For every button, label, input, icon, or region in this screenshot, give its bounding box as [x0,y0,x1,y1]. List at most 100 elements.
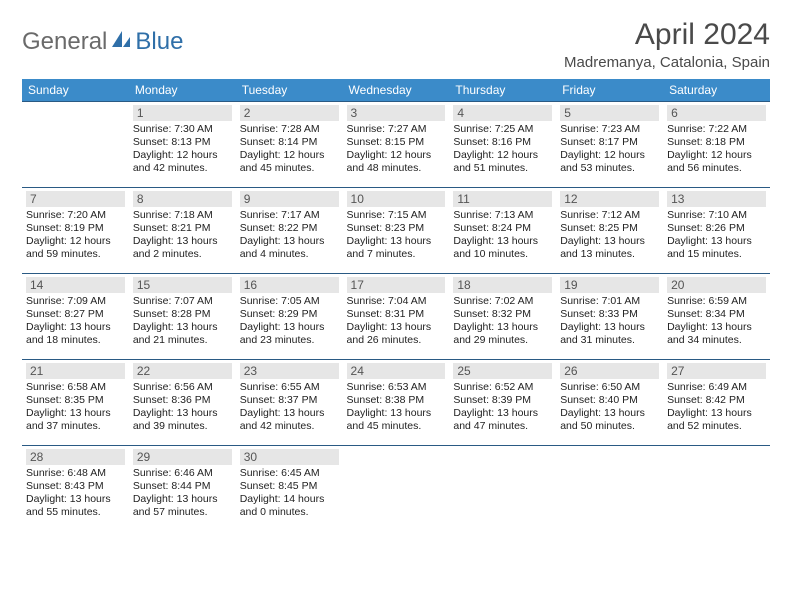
day-number: 11 [453,191,552,207]
sunset-text: Sunset: 8:21 PM [133,222,232,235]
calendar-day-cell [663,446,770,532]
day-info: Sunrise: 7:17 AMSunset: 8:22 PMDaylight:… [240,209,339,262]
daylight-text: Daylight: 13 hours and 55 minutes. [26,493,125,519]
sunrise-text: Sunrise: 6:45 AM [240,467,339,480]
day-number: 21 [26,363,125,379]
sunrise-text: Sunrise: 7:23 AM [560,123,659,136]
weekday-header: Friday [556,79,663,102]
calendar-day-cell: 26Sunrise: 6:50 AMSunset: 8:40 PMDayligh… [556,360,663,446]
sunrise-text: Sunrise: 7:07 AM [133,295,232,308]
calendar-day-cell: 27Sunrise: 6:49 AMSunset: 8:42 PMDayligh… [663,360,770,446]
day-info: Sunrise: 7:02 AMSunset: 8:32 PMDaylight:… [453,295,552,348]
day-info: Sunrise: 7:07 AMSunset: 8:28 PMDaylight:… [133,295,232,348]
day-info: Sunrise: 6:52 AMSunset: 8:39 PMDaylight:… [453,381,552,434]
day-number: 12 [560,191,659,207]
calendar-day-cell: 23Sunrise: 6:55 AMSunset: 8:37 PMDayligh… [236,360,343,446]
sunset-text: Sunset: 8:22 PM [240,222,339,235]
sunset-text: Sunset: 8:34 PM [667,308,766,321]
calendar-day-cell: 5 Sunrise: 7:23 AMSunset: 8:17 PMDaylight… [556,102,663,188]
sunset-text: Sunset: 8:13 PM [133,136,232,149]
sunrise-text: Sunrise: 7:02 AM [453,295,552,308]
daylight-text: Daylight: 13 hours and 15 minutes. [667,235,766,261]
day-number: 4 [453,105,552,121]
day-info: Sunrise: 7:18 AMSunset: 8:21 PMDaylight:… [133,209,232,262]
day-info: Sunrise: 7:27 AMSunset: 8:15 PMDaylight:… [347,123,446,176]
sunrise-text: Sunrise: 7:18 AM [133,209,232,222]
sunset-text: Sunset: 8:42 PM [667,394,766,407]
sunrise-text: Sunrise: 6:53 AM [347,381,446,394]
sunset-text: Sunset: 8:28 PM [133,308,232,321]
daylight-text: Daylight: 12 hours and 51 minutes. [453,149,552,175]
sunrise-text: Sunrise: 6:59 AM [667,295,766,308]
day-number: 26 [560,363,659,379]
sunrise-text: Sunrise: 7:28 AM [240,123,339,136]
sunrise-text: Sunrise: 6:46 AM [133,467,232,480]
sunset-text: Sunset: 8:15 PM [347,136,446,149]
calendar-day-cell: 28Sunrise: 6:48 AMSunset: 8:43 PMDayligh… [22,446,129,532]
sunrise-text: Sunrise: 7:22 AM [667,123,766,136]
sunset-text: Sunset: 8:29 PM [240,308,339,321]
sunset-text: Sunset: 8:17 PM [560,136,659,149]
calendar-day-cell: 15Sunrise: 7:07 AMSunset: 8:28 PMDayligh… [129,274,236,360]
daylight-text: Daylight: 13 hours and 31 minutes. [560,321,659,347]
calendar-day-cell: 21 Sunrise: 6:58 AMSunset: 8:35 PMDayligh… [22,360,129,446]
calendar-day-cell: 2Sunrise: 7:28 AMSunset: 8:14 PMDaylight… [236,102,343,188]
sunrise-text: Sunrise: 7:01 AM [560,295,659,308]
sunset-text: Sunset: 8:27 PM [26,308,125,321]
calendar-day-cell: 16Sunrise: 7:05 AMSunset: 8:29 PMDayligh… [236,274,343,360]
day-number: 10 [347,191,446,207]
daylight-text: Daylight: 13 hours and 23 minutes. [240,321,339,347]
day-number: 5 [560,105,659,121]
daylight-text: Daylight: 13 hours and 47 minutes. [453,407,552,433]
calendar-week-row: 28Sunrise: 6:48 AMSunset: 8:43 PMDayligh… [22,446,770,532]
day-info: Sunrise: 6:53 AMSunset: 8:38 PMDaylight:… [347,381,446,434]
day-info: Sunrise: 7:23 AMSunset: 8:17 PMDaylight:… [560,123,659,176]
daylight-text: Daylight: 13 hours and 42 minutes. [240,407,339,433]
daylight-text: Daylight: 12 hours and 53 minutes. [560,149,659,175]
day-info: Sunrise: 7:10 AMSunset: 8:26 PMDaylight:… [667,209,766,262]
weekday-header: Tuesday [236,79,343,102]
day-info: Sunrise: 7:28 AMSunset: 8:14 PMDaylight:… [240,123,339,176]
calendar-day-cell: 3 Sunrise: 7:27 AMSunset: 8:15 PMDaylight… [343,102,450,188]
day-info: Sunrise: 7:15 AMSunset: 8:23 PMDaylight:… [347,209,446,262]
calendar-day-cell [556,446,663,532]
sunrise-text: Sunrise: 7:10 AM [667,209,766,222]
weekday-header: Wednesday [343,79,450,102]
day-info: Sunrise: 6:49 AMSunset: 8:42 PMDaylight:… [667,381,766,434]
daylight-text: Daylight: 13 hours and 57 minutes. [133,493,232,519]
sunset-text: Sunset: 8:44 PM [133,480,232,493]
calendar-day-cell: 6Sunrise: 7:22 AMSunset: 8:18 PMDaylight… [663,102,770,188]
day-info: Sunrise: 6:46 AMSunset: 8:44 PMDaylight:… [133,467,232,520]
day-info: Sunrise: 6:56 AMSunset: 8:36 PMDaylight:… [133,381,232,434]
day-info: Sunrise: 6:48 AMSunset: 8:43 PMDaylight:… [26,467,125,520]
daylight-text: Daylight: 13 hours and 50 minutes. [560,407,659,433]
calendar-day-cell: 13Sunrise: 7:10 AMSunset: 8:26 PMDayligh… [663,188,770,274]
weekday-header: Thursday [449,79,556,102]
calendar-day-cell [449,446,556,532]
day-info: Sunrise: 7:25 AMSunset: 8:16 PMDaylight:… [453,123,552,176]
calendar-week-row: 7Sunrise: 7:20 AMSunset: 8:19 PMDaylight… [22,188,770,274]
sunset-text: Sunset: 8:36 PM [133,394,232,407]
daylight-text: Daylight: 13 hours and 37 minutes. [26,407,125,433]
daylight-text: Daylight: 13 hours and 10 minutes. [453,235,552,261]
day-number: 1 [133,105,232,121]
sunset-text: Sunset: 8:37 PM [240,394,339,407]
day-number: 3 [347,105,446,121]
sunrise-text: Sunrise: 6:52 AM [453,381,552,394]
calendar-day-cell: 11Sunrise: 7:13 AMSunset: 8:24 PMDayligh… [449,188,556,274]
daylight-text: Daylight: 13 hours and 29 minutes. [453,321,552,347]
title-block: April 2024 Madremanya, Catalonia, Spain [564,18,770,71]
weekday-header: Sunday [22,79,129,102]
calendar-day-cell: 22Sunrise: 6:56 AMSunset: 8:36 PMDayligh… [129,360,236,446]
daylight-text: Daylight: 12 hours and 56 minutes. [667,149,766,175]
calendar-week-row: 21 Sunrise: 6:58 AMSunset: 8:35 PMDayligh… [22,360,770,446]
day-info: Sunrise: 6:58 AMSunset: 8:35 PMDaylight:… [26,381,125,434]
day-number: 9 [240,191,339,207]
calendar-day-cell: 20Sunrise: 6:59 AMSunset: 8:34 PMDayligh… [663,274,770,360]
daylight-text: Daylight: 12 hours and 48 minutes. [347,149,446,175]
day-number: 25 [453,363,552,379]
day-number: 18 [453,277,552,293]
sunrise-text: Sunrise: 6:58 AM [26,381,125,394]
daylight-text: Daylight: 12 hours and 45 minutes. [240,149,339,175]
sunset-text: Sunset: 8:18 PM [667,136,766,149]
